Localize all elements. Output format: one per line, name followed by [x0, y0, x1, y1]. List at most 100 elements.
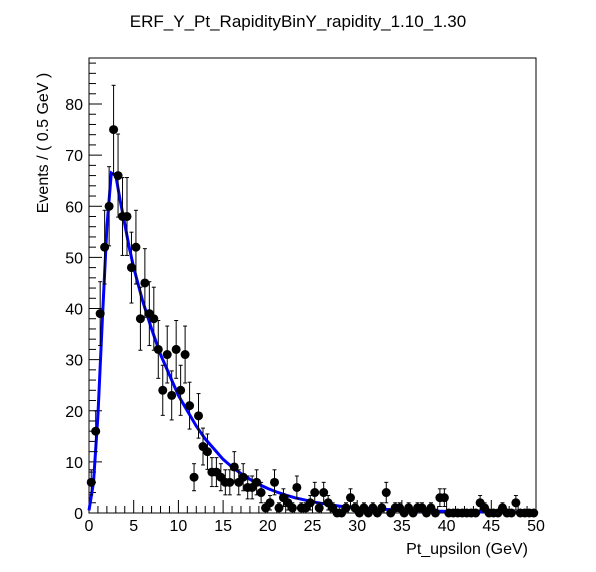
data-point — [176, 364, 186, 416]
data-marker — [305, 498, 315, 508]
data-marker — [287, 503, 297, 513]
data-point — [95, 281, 105, 347]
data-point — [185, 381, 195, 430]
data-marker — [135, 314, 145, 324]
data-point — [194, 393, 204, 439]
data-point — [439, 488, 449, 508]
data-marker — [194, 411, 204, 421]
x-tick-label: 40 — [438, 518, 456, 535]
data-marker — [167, 390, 177, 400]
data-marker — [314, 503, 324, 513]
data-marker — [310, 488, 320, 498]
y-tick-label: 20 — [65, 404, 83, 421]
data-marker — [252, 477, 262, 487]
x-tick-label: 25 — [304, 518, 322, 535]
data-point — [140, 248, 150, 318]
y-axis-label: Events / ( 0.5 GeV ) — [35, 73, 52, 214]
data-marker — [131, 242, 141, 252]
data-point — [310, 481, 320, 504]
data-point — [109, 84, 119, 175]
data-point — [270, 469, 280, 496]
y-tick-label: 80 — [65, 97, 83, 114]
data-marker — [511, 498, 521, 508]
data-points — [86, 84, 539, 518]
x-tick-label: 20 — [259, 518, 277, 535]
data-marker — [158, 385, 168, 395]
x-tick-label: 5 — [129, 518, 138, 535]
x-tick-label: 45 — [482, 518, 500, 535]
data-marker — [506, 508, 516, 518]
data-point — [274, 502, 284, 514]
data-marker — [471, 508, 481, 518]
data-point — [104, 166, 114, 247]
data-point — [506, 508, 516, 518]
data-point — [305, 495, 315, 511]
data-point — [314, 502, 324, 514]
data-point — [202, 433, 212, 470]
data-point — [287, 502, 297, 514]
data-point — [377, 502, 387, 514]
data-point — [381, 481, 391, 504]
data-marker — [100, 242, 110, 252]
data-point — [91, 410, 101, 453]
data-marker — [180, 350, 190, 360]
y-tick-label: 50 — [65, 250, 83, 267]
data-marker — [104, 201, 114, 211]
data-marker — [153, 344, 163, 354]
data-point — [345, 488, 355, 508]
data-marker — [377, 503, 387, 513]
data-point — [126, 231, 136, 304]
data-point — [86, 469, 96, 496]
data-marker — [122, 211, 132, 221]
data-marker — [149, 314, 159, 324]
y-tick-label: 40 — [65, 302, 83, 319]
data-marker — [109, 125, 119, 135]
chart-title: ERF_Y_Pt_RapidityBinY_rapidity_1.10_1.30 — [130, 12, 466, 31]
y-tick-label: 0 — [74, 506, 83, 523]
x-tick-label: 50 — [527, 518, 545, 535]
data-marker — [189, 472, 199, 482]
data-marker — [176, 385, 186, 395]
data-marker — [292, 482, 302, 492]
data-marker — [95, 309, 105, 319]
data-marker — [319, 488, 329, 498]
y-tick-label: 10 — [65, 455, 83, 472]
x-tick-label: 0 — [85, 518, 94, 535]
y-tick-labels: 0 10 20 30 40 50 60 70 80 — [65, 97, 83, 523]
data-point — [256, 481, 266, 504]
data-marker — [274, 503, 284, 513]
data-marker — [86, 477, 96, 487]
data-point — [430, 508, 440, 518]
data-point — [167, 370, 177, 421]
x-tick-label: 10 — [170, 518, 188, 535]
data-marker — [270, 477, 280, 487]
data-point — [292, 475, 302, 500]
x-tick-labels: 0 5 10 15 20 25 30 35 40 45 50 — [85, 518, 545, 535]
data-marker — [265, 498, 275, 508]
data-point — [265, 495, 275, 511]
data-point — [131, 209, 141, 285]
data-point — [319, 481, 329, 504]
data-point — [189, 463, 199, 492]
data-marker — [140, 278, 150, 288]
data-marker — [162, 350, 172, 360]
data-point — [100, 209, 110, 285]
data-point — [471, 508, 481, 518]
data-marker — [91, 426, 101, 436]
data-point — [341, 502, 351, 514]
data-point — [113, 133, 123, 218]
data-point — [122, 177, 132, 256]
data-point — [135, 286, 145, 351]
data-marker — [225, 477, 235, 487]
data-point — [529, 508, 539, 518]
data-point — [158, 364, 168, 416]
data-marker — [345, 493, 355, 503]
data-point — [153, 319, 163, 379]
x-tick-label: 15 — [214, 518, 232, 535]
data-marker — [202, 447, 212, 457]
x-tick-label: 35 — [393, 518, 411, 535]
data-point — [162, 325, 172, 384]
data-point — [238, 463, 248, 492]
